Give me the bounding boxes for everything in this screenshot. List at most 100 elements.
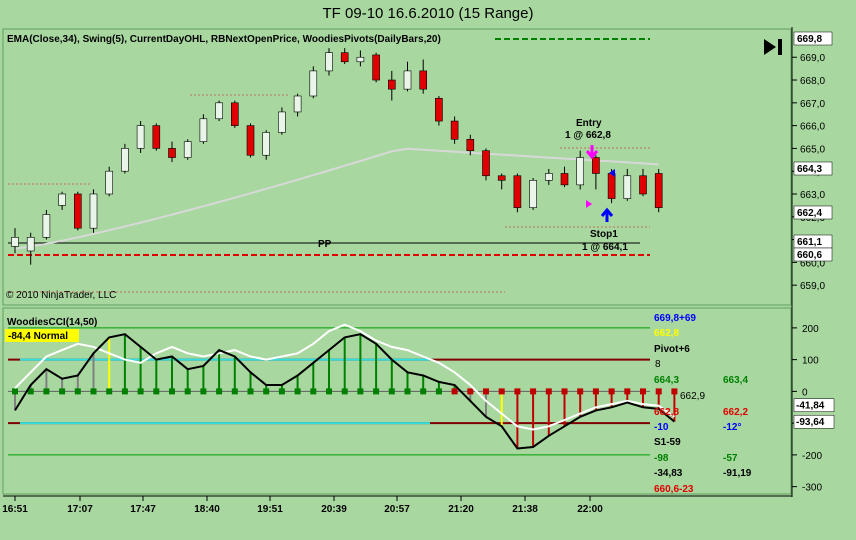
cci-tick-label: 100 bbox=[802, 356, 819, 367]
zero-line-marker bbox=[530, 388, 537, 395]
price-tag bbox=[793, 247, 833, 262]
window-title: TF 09-10 16.6.2010 (15 Range) bbox=[322, 5, 534, 22]
side-value-r1: 669,8+69 bbox=[654, 313, 696, 324]
candle-body bbox=[466, 138, 475, 151]
zero-line-marker bbox=[498, 388, 505, 395]
candle-body bbox=[482, 150, 490, 177]
chart-frame[interactable]: 669,0668,0667,0666,0665,0664,0663,0662,0… bbox=[0, 27, 856, 540]
candle-body bbox=[246, 125, 255, 156]
price-tick-label: 663,0 bbox=[800, 190, 825, 201]
zero-line-marker bbox=[545, 388, 552, 395]
time-label: 16:51 bbox=[2, 504, 28, 515]
copyright-label: © 2010 NinjaTrader, LLC bbox=[6, 290, 116, 301]
side-value-g: -98 bbox=[654, 453, 669, 464]
zero-line-marker bbox=[592, 388, 599, 395]
time-label: 20:57 bbox=[384, 504, 410, 515]
candle-body bbox=[168, 148, 176, 158]
cci-tag-label: -93,64 bbox=[796, 417, 825, 428]
candle-body bbox=[183, 141, 192, 158]
cci-tick-label: -300 bbox=[802, 483, 822, 494]
side-value-a: 664,3 bbox=[654, 375, 679, 386]
zero-line-marker bbox=[388, 388, 395, 395]
candle-body bbox=[262, 132, 271, 156]
cci-layer bbox=[8, 323, 678, 456]
zero-line-marker bbox=[357, 388, 364, 395]
chart-trader-toggle-button[interactable] bbox=[760, 35, 786, 59]
side-value-s1: S1-59 bbox=[654, 437, 681, 448]
cci-tick-label: 200 bbox=[802, 324, 819, 335]
zero-line-marker bbox=[200, 388, 207, 395]
side-value-h: -57 bbox=[723, 453, 738, 464]
time-label: 19:51 bbox=[257, 504, 283, 515]
zero-line-marker bbox=[169, 388, 175, 395]
cci-line bbox=[14, 333, 676, 450]
candle-body bbox=[356, 56, 365, 63]
cci-tag-label: -41,84 bbox=[796, 401, 825, 412]
zero-line-marker bbox=[404, 388, 411, 395]
zero-line-marker bbox=[514, 388, 521, 395]
stop-bar-icon bbox=[778, 39, 782, 55]
side-value-c: 662,8 bbox=[654, 407, 679, 418]
price-tag-label: 660,6 bbox=[797, 250, 822, 261]
time-label: 21:38 bbox=[512, 504, 538, 515]
time-label: 17:07 bbox=[67, 504, 93, 515]
stop-label: Stop1 bbox=[590, 229, 618, 240]
candle-body bbox=[309, 70, 318, 97]
side-value-eight: 8 bbox=[655, 359, 661, 370]
candle-body bbox=[199, 118, 208, 142]
zero-line-marker bbox=[137, 388, 144, 395]
cci-tick-label: -200 bbox=[802, 451, 822, 462]
zero-line-marker bbox=[577, 388, 584, 395]
candle-body bbox=[278, 111, 286, 133]
price-tick-label: 659,0 bbox=[800, 281, 825, 292]
price-layer bbox=[8, 38, 663, 293]
zero-line-marker bbox=[310, 388, 317, 395]
candle-body bbox=[152, 125, 161, 149]
zero-line-marker bbox=[231, 388, 238, 395]
price-tick-label: 668,0 bbox=[800, 76, 825, 87]
zero-line-marker bbox=[326, 388, 332, 395]
entry-arrow-icon bbox=[585, 145, 599, 160]
candle-body bbox=[58, 193, 66, 206]
zero-line-marker bbox=[435, 388, 442, 395]
candle-body bbox=[89, 193, 98, 229]
side-value-k: 660,6-23 bbox=[654, 484, 694, 495]
time-label: 17:47 bbox=[130, 504, 156, 515]
cci-panel-border bbox=[2, 307, 792, 495]
side-value-r1b: 662,8 bbox=[654, 328, 679, 339]
candle-body bbox=[11, 236, 19, 247]
zero-line-marker bbox=[655, 388, 662, 395]
zero-line-marker bbox=[90, 388, 97, 395]
chart-canvas[interactable]: 669,0668,0667,0666,0665,0664,0663,0662,0… bbox=[0, 27, 856, 540]
zero-line-marker bbox=[27, 388, 34, 395]
candle-body bbox=[231, 102, 239, 126]
candle-body bbox=[74, 193, 82, 229]
side-value-j: -91,19 bbox=[723, 468, 752, 479]
price-tag-label: 664,3 bbox=[797, 164, 822, 175]
zero-line-marker bbox=[420, 388, 427, 395]
side-value-i: -34,83 bbox=[654, 468, 683, 479]
candle-body bbox=[419, 70, 428, 90]
candle-body bbox=[623, 175, 632, 199]
price-tick-label: 666,0 bbox=[800, 122, 825, 133]
zero-line-marker bbox=[373, 388, 380, 395]
candle-body bbox=[325, 52, 333, 72]
cci-tick-label: 0 bbox=[802, 387, 808, 398]
zero-line-marker bbox=[294, 388, 301, 395]
cci-status-text: -84,4 Normal bbox=[8, 331, 68, 342]
candle-body bbox=[513, 175, 522, 208]
candle-body bbox=[26, 236, 35, 252]
candle-body bbox=[560, 173, 569, 186]
zero-line-marker bbox=[121, 388, 128, 395]
zero-line-marker bbox=[671, 388, 678, 395]
candle-body bbox=[607, 173, 616, 199]
triangle-marker-icon bbox=[609, 169, 615, 177]
zero-line-marker bbox=[608, 388, 615, 395]
time-label: 20:39 bbox=[321, 504, 347, 515]
zero-line-marker bbox=[278, 388, 285, 395]
candle-body bbox=[372, 54, 380, 81]
candle-body bbox=[576, 157, 585, 186]
side-value-f: -12° bbox=[723, 422, 741, 433]
indicators-label: EMA(Close,34), Swing(5), CurrentDayOHL, … bbox=[7, 34, 441, 45]
cci-turbo-line bbox=[14, 323, 675, 431]
